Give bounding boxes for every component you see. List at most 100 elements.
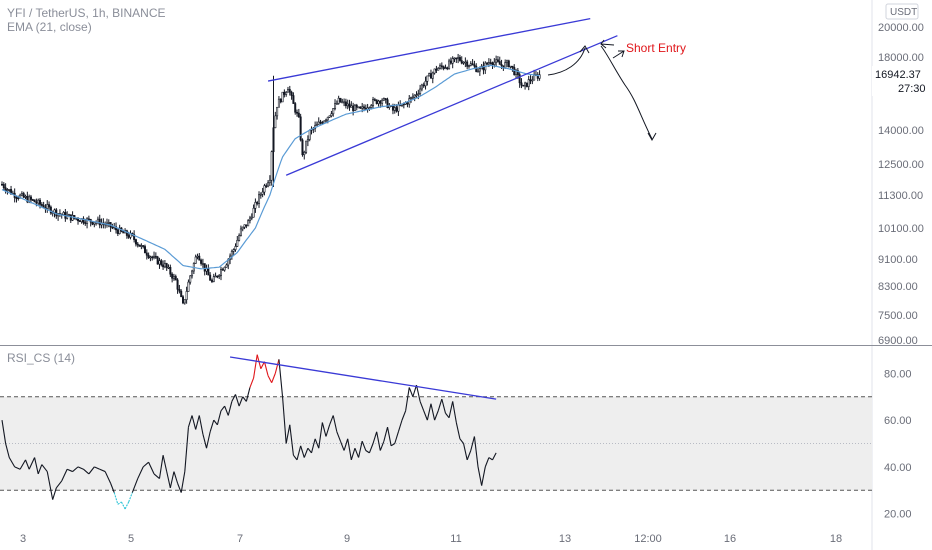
candle-body [20,193,23,196]
rsi-tick-label: 20.00 [884,509,912,521]
rsi-segment [274,359,280,374]
date-tick-label: 12:00 [634,533,662,545]
rsi-segment [209,419,215,432]
candle-body [247,220,250,227]
candle-body [440,65,443,68]
rsi-segment [401,410,407,421]
candle-body [236,239,239,247]
candle-body [426,75,429,82]
rsi-segment [177,483,182,493]
candle-body [487,62,490,65]
rsi-segment [365,450,370,454]
date-tick-label: 5 [128,533,134,545]
symbol-title[interactable]: YFI / TetherUS, 1h, BINANCE [7,6,166,20]
candle-body [294,103,297,113]
candle-body [442,66,445,69]
candle-body [285,91,288,95]
candle-body [252,207,255,218]
rsi-pane[interactable]: 80.00 60.00 40.00 20.00 RSI_CS (14) [0,351,912,521]
candle-body [290,91,293,96]
candle-body [218,275,221,277]
rsi-axis[interactable]: 80.00 60.00 40.00 20.00 [884,368,912,520]
candle-body [4,187,7,191]
candle-body [520,82,523,86]
candle-body [62,212,65,216]
candle-body [230,251,233,257]
candle-body [238,235,241,241]
candle-body [8,189,11,191]
candle-body [489,62,492,64]
candle-body [140,245,143,247]
ema-legend[interactable]: EMA (21, close) [7,20,92,34]
candle-body [118,227,121,234]
rsi-segment [99,468,106,473]
rsi-divergence-trendline[interactable] [229,356,497,400]
rsi-segment [386,427,392,446]
candle-body [55,209,58,217]
candle-body [422,84,425,87]
rsi-segment [448,401,454,418]
candle-body [334,103,337,109]
candle-body [189,275,192,283]
candle-body [448,60,451,70]
wedge-lower-trendline[interactable] [285,35,618,176]
candle-body [198,255,201,261]
candle-body [406,102,409,105]
candle-body [415,94,418,96]
currency-badge[interactable]: USDT [885,3,919,20]
candle-body [413,94,416,98]
candle-body [348,103,351,108]
candle-body [482,65,485,71]
rsi-segment [426,403,432,421]
rsi-segment [473,436,479,467]
candle-body [165,263,168,268]
candle-body [410,96,413,99]
candle-body [306,139,309,142]
rsi-segment [202,434,208,449]
current-price-label[interactable]: 16942.37 27:30 [872,66,932,96]
rsi-segment [83,468,90,475]
time-axis[interactable]: 3 5 7 9 11 13 12:00 16 18 [20,533,842,545]
rsi-legend[interactable]: RSI_CS (14) [7,351,75,365]
rsi-segment [445,412,450,419]
wedge-upper-trendline[interactable] [267,17,591,82]
candle-body [111,226,114,229]
candle-body [183,299,186,304]
candle-body [477,70,480,73]
rsi-segment [220,405,226,412]
candle-body [163,263,166,268]
short-entry-drawing[interactable]: Short Entry [547,39,686,142]
rsi-segment [245,387,251,402]
rsi-tick-label: 80.00 [884,368,912,380]
candle-body [531,79,534,82]
rsi-segment [128,492,133,503]
candle-body [362,106,365,109]
rsi-segment [419,401,425,411]
rsi-segment [191,415,197,430]
price-tick-label: 18000.00 [878,52,924,64]
bar-countdown: 27:30 [898,83,926,95]
rsi-segment [267,375,273,383]
rsi-segment [169,471,175,489]
rsi-segment [25,459,30,470]
rsi-segment [314,438,320,449]
rsi-segment [361,440,367,451]
candle-body [263,185,266,193]
rsi-segment [52,487,57,500]
candle-body [478,68,481,72]
candle-body [346,103,349,107]
candle-body [133,234,136,240]
rsi-segment [325,424,331,437]
candle-body [361,106,364,109]
candle-body [507,60,510,68]
rsi-segment [120,501,126,510]
pointer-arrow [600,39,615,49]
candle-body [353,104,356,111]
rsi-segment [72,466,79,472]
candle-body [107,222,110,224]
rsi-segment [470,436,475,451]
candle-body [39,199,42,205]
date-tick-label: 3 [20,533,26,545]
chart-legend[interactable]: YFI / TetherUS, 1h, BINANCE EMA (21, clo… [7,6,166,34]
